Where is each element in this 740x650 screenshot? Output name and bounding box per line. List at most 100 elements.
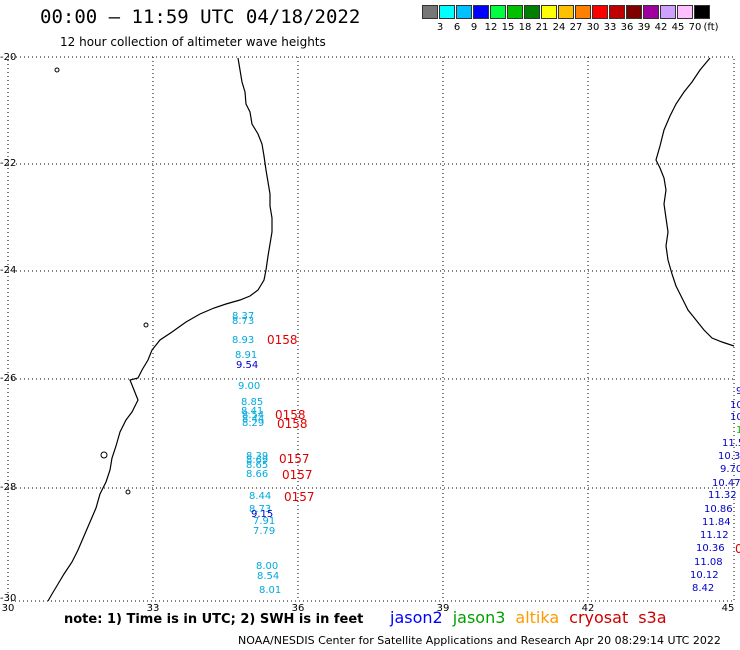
satellite-name: jason2 bbox=[390, 608, 443, 627]
legend-label: 39 bbox=[637, 22, 651, 33]
legend-label: 24 bbox=[552, 22, 566, 33]
map-subtitle: 12 hour collection of altimeter wave hei… bbox=[60, 35, 326, 49]
legend-label: 3 bbox=[436, 22, 444, 33]
map-title: 00:00 – 11:59 UTC 04/18/2022 bbox=[40, 6, 361, 28]
legend-swatch bbox=[507, 5, 523, 19]
wave-height-legend: 3 6 9 12 15 18 21 24 27 30 33 36 39 42 45 70 (ft) bbox=[422, 5, 740, 35]
legend-swatch bbox=[541, 5, 557, 19]
wave-height-value: 13 bbox=[736, 425, 740, 436]
wave-height-value: 8.85 bbox=[241, 397, 264, 408]
wave-height-value: 10.86 bbox=[704, 504, 733, 515]
lon-label-42: 42 bbox=[581, 603, 595, 614]
wave-height-value: 10.12 bbox=[690, 570, 719, 581]
wave-height-value: 8.29 bbox=[242, 418, 265, 429]
legend-label: 15 bbox=[501, 22, 515, 33]
pass-time: 0158 bbox=[275, 408, 306, 422]
legend-label: 70 bbox=[688, 22, 702, 33]
wave-height-value: 8.66 bbox=[246, 469, 269, 480]
wave-height-value: 10 bbox=[730, 400, 740, 411]
wave-height-value: 11.12 bbox=[700, 530, 729, 541]
legend-swatch bbox=[575, 5, 591, 19]
legend-swatch bbox=[626, 5, 642, 19]
wave-height-value: 11.84 bbox=[702, 517, 731, 528]
legend-swatch bbox=[439, 5, 455, 19]
legend-swatch bbox=[592, 5, 608, 19]
legend-label: 36 bbox=[620, 22, 634, 33]
wave-height-value: 8.93 bbox=[232, 335, 255, 346]
lon-label-30: 30 bbox=[1, 603, 15, 614]
legend-swatch bbox=[694, 5, 710, 19]
wave-height-value: 8.44 bbox=[242, 414, 265, 425]
satellite-name: cryosat bbox=[569, 608, 629, 627]
lat-label-28: -28 bbox=[0, 482, 17, 493]
legend-label: 21 bbox=[535, 22, 549, 33]
legend-swatch bbox=[558, 5, 574, 19]
madagascar-coastline bbox=[655, 57, 735, 347]
track-2-time: 0 bbox=[735, 542, 740, 556]
map-border bbox=[7, 56, 735, 602]
mozambique-coastline bbox=[47, 57, 273, 602]
legend-unit: (ft) bbox=[703, 22, 719, 33]
legend-swatch bbox=[643, 5, 659, 19]
lat-label-26: -26 bbox=[0, 373, 17, 384]
legend-swatch bbox=[677, 5, 693, 19]
wave-height-value: 9.00 bbox=[238, 381, 261, 392]
wave-height-value: 8.65 bbox=[246, 460, 269, 471]
wave-height-value: 8.42 bbox=[692, 583, 715, 594]
legend-label: 42 bbox=[654, 22, 668, 33]
legend-swatch bbox=[422, 5, 438, 19]
pass-time: 0158 bbox=[267, 333, 298, 347]
wave-height-value: 8.39 bbox=[246, 451, 269, 462]
pass-time: 0157 bbox=[279, 452, 310, 466]
satellite-name: jason3 bbox=[452, 608, 506, 627]
footer-credit: NOAA/NESDIS Center for Satellite Applica… bbox=[238, 634, 721, 647]
wave-height-value: 9.54 bbox=[236, 360, 259, 371]
legend-swatch bbox=[524, 5, 540, 19]
wave-height-value: 8.54 bbox=[242, 410, 265, 421]
wave-height-value: 8.01 bbox=[259, 585, 282, 596]
legend-label: 27 bbox=[569, 22, 583, 33]
lon-label-39: 39 bbox=[436, 603, 450, 614]
lon-label-33: 33 bbox=[146, 603, 160, 614]
wave-height-value: 10 bbox=[730, 412, 740, 423]
lon-label-45: 45 bbox=[721, 603, 735, 614]
legend-swatch bbox=[490, 5, 506, 19]
legend-label: 12 bbox=[484, 22, 498, 33]
pass-time: 0157 bbox=[282, 468, 313, 482]
wave-height-value: 7.91 bbox=[253, 516, 276, 527]
wave-height-value: 10.47 bbox=[712, 478, 740, 489]
wave-height-value: 10.36 bbox=[696, 543, 725, 554]
pass-time: 0157 bbox=[284, 490, 315, 504]
satellite-name: altika bbox=[515, 608, 560, 627]
lat-lon-grid bbox=[8, 57, 734, 601]
wave-height-value: 8.73 bbox=[249, 504, 272, 515]
lat-label-30: -30 bbox=[0, 593, 17, 604]
wave-height-value: 7.79 bbox=[253, 526, 276, 537]
wave-height-value: 8.91 bbox=[235, 350, 258, 361]
pass-time: 0158 bbox=[277, 417, 308, 431]
wave-height-value: 9.15 bbox=[251, 509, 274, 520]
wave-height-value: 8.69 bbox=[246, 455, 269, 466]
legend-label: 33 bbox=[603, 22, 617, 33]
wave-height-value: 8.37 bbox=[232, 311, 255, 322]
wave-height-value: 8.41 bbox=[241, 406, 264, 417]
legend-swatch bbox=[473, 5, 489, 19]
satellite-name: s3a bbox=[638, 608, 667, 627]
lat-label-20: -20 bbox=[0, 52, 17, 63]
wave-height-value: 11.32 bbox=[708, 490, 737, 501]
wave-height-value: 8.44 bbox=[249, 491, 272, 502]
wave-height-value: 11.08 bbox=[694, 557, 723, 568]
legend-label: 18 bbox=[518, 22, 532, 33]
satellite-key: jason2 jason3 altika cryosat s3a bbox=[390, 608, 677, 627]
wave-height-value: 10.3 bbox=[718, 451, 740, 462]
wave-height-value: 9.70 bbox=[720, 464, 740, 475]
legend-label: 45 bbox=[671, 22, 685, 33]
lat-label-22: -22 bbox=[0, 158, 17, 169]
lon-label-36: 36 bbox=[291, 603, 305, 614]
wave-height-value: 8.54 bbox=[257, 571, 280, 582]
wave-height-value: 9 bbox=[736, 386, 740, 397]
legend-label: 9 bbox=[470, 22, 478, 33]
wave-height-value: 8.00 bbox=[256, 561, 279, 572]
wave-height-value: 8.73 bbox=[232, 316, 255, 327]
